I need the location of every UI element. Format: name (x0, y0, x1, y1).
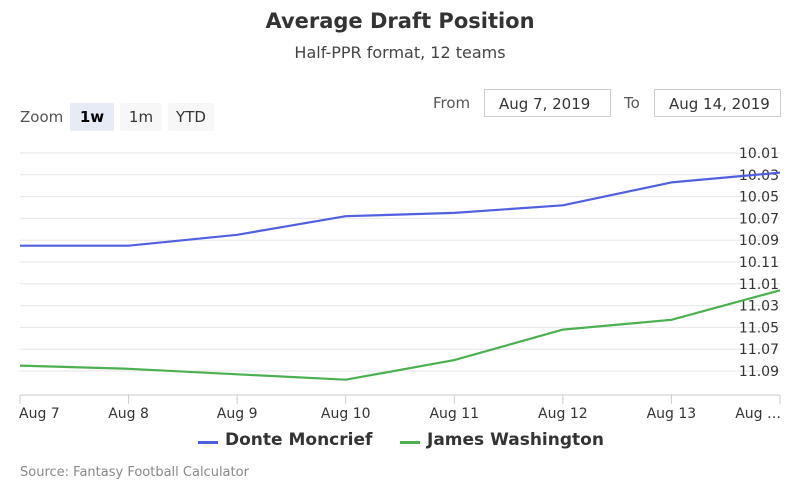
legend-swatch-donte-moncrief (198, 441, 218, 444)
y-tick-label: 11.09 (739, 364, 779, 380)
y-tick-label: 10.11 (739, 255, 779, 271)
series-line-james-washington (19, 289, 781, 381)
range-to-label: To (624, 94, 640, 112)
zoom-1w-button[interactable]: 1w (70, 103, 114, 131)
x-tick-label: Aug 12 (538, 406, 588, 422)
y-tick-label: 11.05 (739, 320, 779, 336)
zoom-1m-button[interactable]: 1m (120, 103, 162, 131)
series-line-donte-moncrief (20, 171, 781, 247)
zoom-ytd-button[interactable]: YTD (168, 103, 214, 131)
chart-source: Source: Fantasy Football Calculator (20, 465, 249, 480)
y-tick-label: 11.07 (739, 342, 779, 358)
range-from-input[interactable]: Aug 7, 2019 (484, 89, 611, 117)
y-tick-label: 11.03 (739, 299, 779, 315)
y-tick-label: 11.01 (739, 277, 779, 293)
y-tick-label: 10.07 (739, 211, 779, 227)
y-tick-label: 10.03 (739, 168, 779, 184)
legend-label-james-washington: James Washington (427, 430, 604, 450)
x-tick-label: Aug 7 (19, 406, 60, 422)
range-from-label: From (433, 94, 471, 112)
chart-title: Average Draft Position (265, 9, 535, 33)
chart-subtitle: Half-PPR format, 12 teams (294, 43, 506, 62)
legend-swatch-james-washington (400, 441, 420, 444)
zoom-label: Zoom (20, 108, 64, 126)
y-tick-label: 10.05 (739, 190, 779, 206)
x-tick-label: Aug 11 (429, 406, 479, 422)
x-tick-label: Aug 13 (647, 406, 697, 422)
x-tick-label: Aug 10 (321, 406, 371, 422)
x-tick-label: Aug 9 (217, 406, 258, 422)
y-tick-label: 10.09 (739, 233, 779, 249)
y-tick-label: 10.01 (739, 146, 779, 162)
x-tick-label: Aug 8 (108, 406, 149, 422)
range-to-input[interactable]: Aug 14, 2019 (654, 89, 781, 117)
x-tick-label: Aug … (735, 406, 781, 422)
legend-label-donte-moncrief: Donte Moncrief (225, 430, 373, 450)
